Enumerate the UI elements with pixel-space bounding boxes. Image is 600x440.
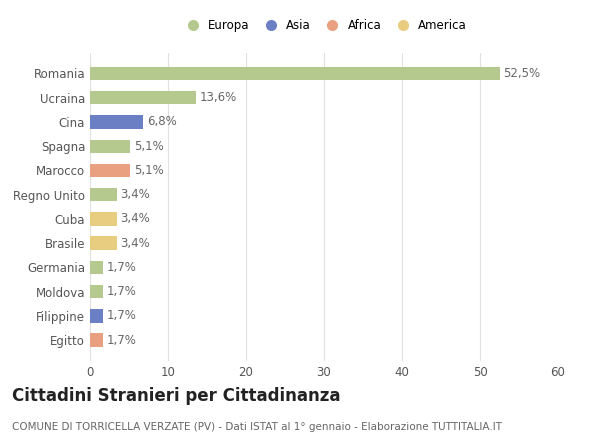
Text: 1,7%: 1,7% xyxy=(107,261,137,274)
Text: 1,7%: 1,7% xyxy=(107,334,137,347)
Text: Cittadini Stranieri per Cittadinanza: Cittadini Stranieri per Cittadinanza xyxy=(12,387,341,405)
Bar xyxy=(90,164,130,177)
Text: 1,7%: 1,7% xyxy=(107,309,137,323)
Text: 13,6%: 13,6% xyxy=(200,91,237,104)
Bar xyxy=(90,139,130,153)
Text: 5,1%: 5,1% xyxy=(134,164,163,177)
Bar xyxy=(90,91,196,104)
Bar xyxy=(90,334,103,347)
Bar xyxy=(90,236,116,250)
Bar xyxy=(90,212,116,226)
Text: 3,4%: 3,4% xyxy=(121,213,150,225)
Bar xyxy=(90,261,103,274)
Bar xyxy=(90,285,103,298)
Text: 52,5%: 52,5% xyxy=(503,67,541,80)
Bar xyxy=(90,309,103,323)
Bar xyxy=(90,115,143,128)
Text: 1,7%: 1,7% xyxy=(107,285,137,298)
Text: 6,8%: 6,8% xyxy=(147,115,176,128)
Bar xyxy=(90,188,116,202)
Text: COMUNE DI TORRICELLA VERZATE (PV) - Dati ISTAT al 1° gennaio - Elaborazione TUTT: COMUNE DI TORRICELLA VERZATE (PV) - Dati… xyxy=(12,422,502,433)
Legend: Europa, Asia, Africa, America: Europa, Asia, Africa, America xyxy=(178,15,470,36)
Bar xyxy=(90,67,499,80)
Text: 3,4%: 3,4% xyxy=(121,188,150,201)
Text: 3,4%: 3,4% xyxy=(121,237,150,249)
Text: 5,1%: 5,1% xyxy=(134,139,163,153)
